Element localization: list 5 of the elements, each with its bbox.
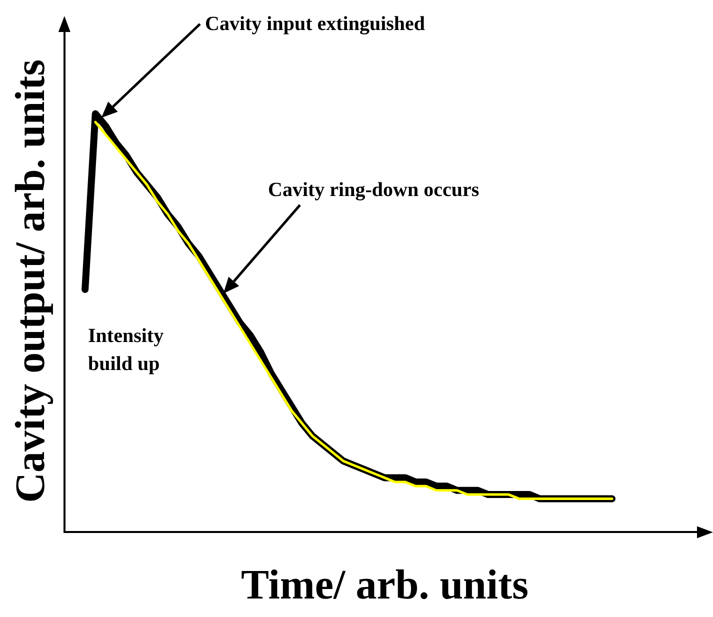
annotation: Intensity build up: [88, 324, 164, 377]
x-axis-title: Time/ arb. units: [240, 562, 528, 609]
y-axis-title: Cavity output/ arb. units: [8, 59, 54, 503]
text: Cavity input extinguished: [205, 12, 426, 37]
annotation: Cavity ring-down occurs: [268, 178, 480, 203]
